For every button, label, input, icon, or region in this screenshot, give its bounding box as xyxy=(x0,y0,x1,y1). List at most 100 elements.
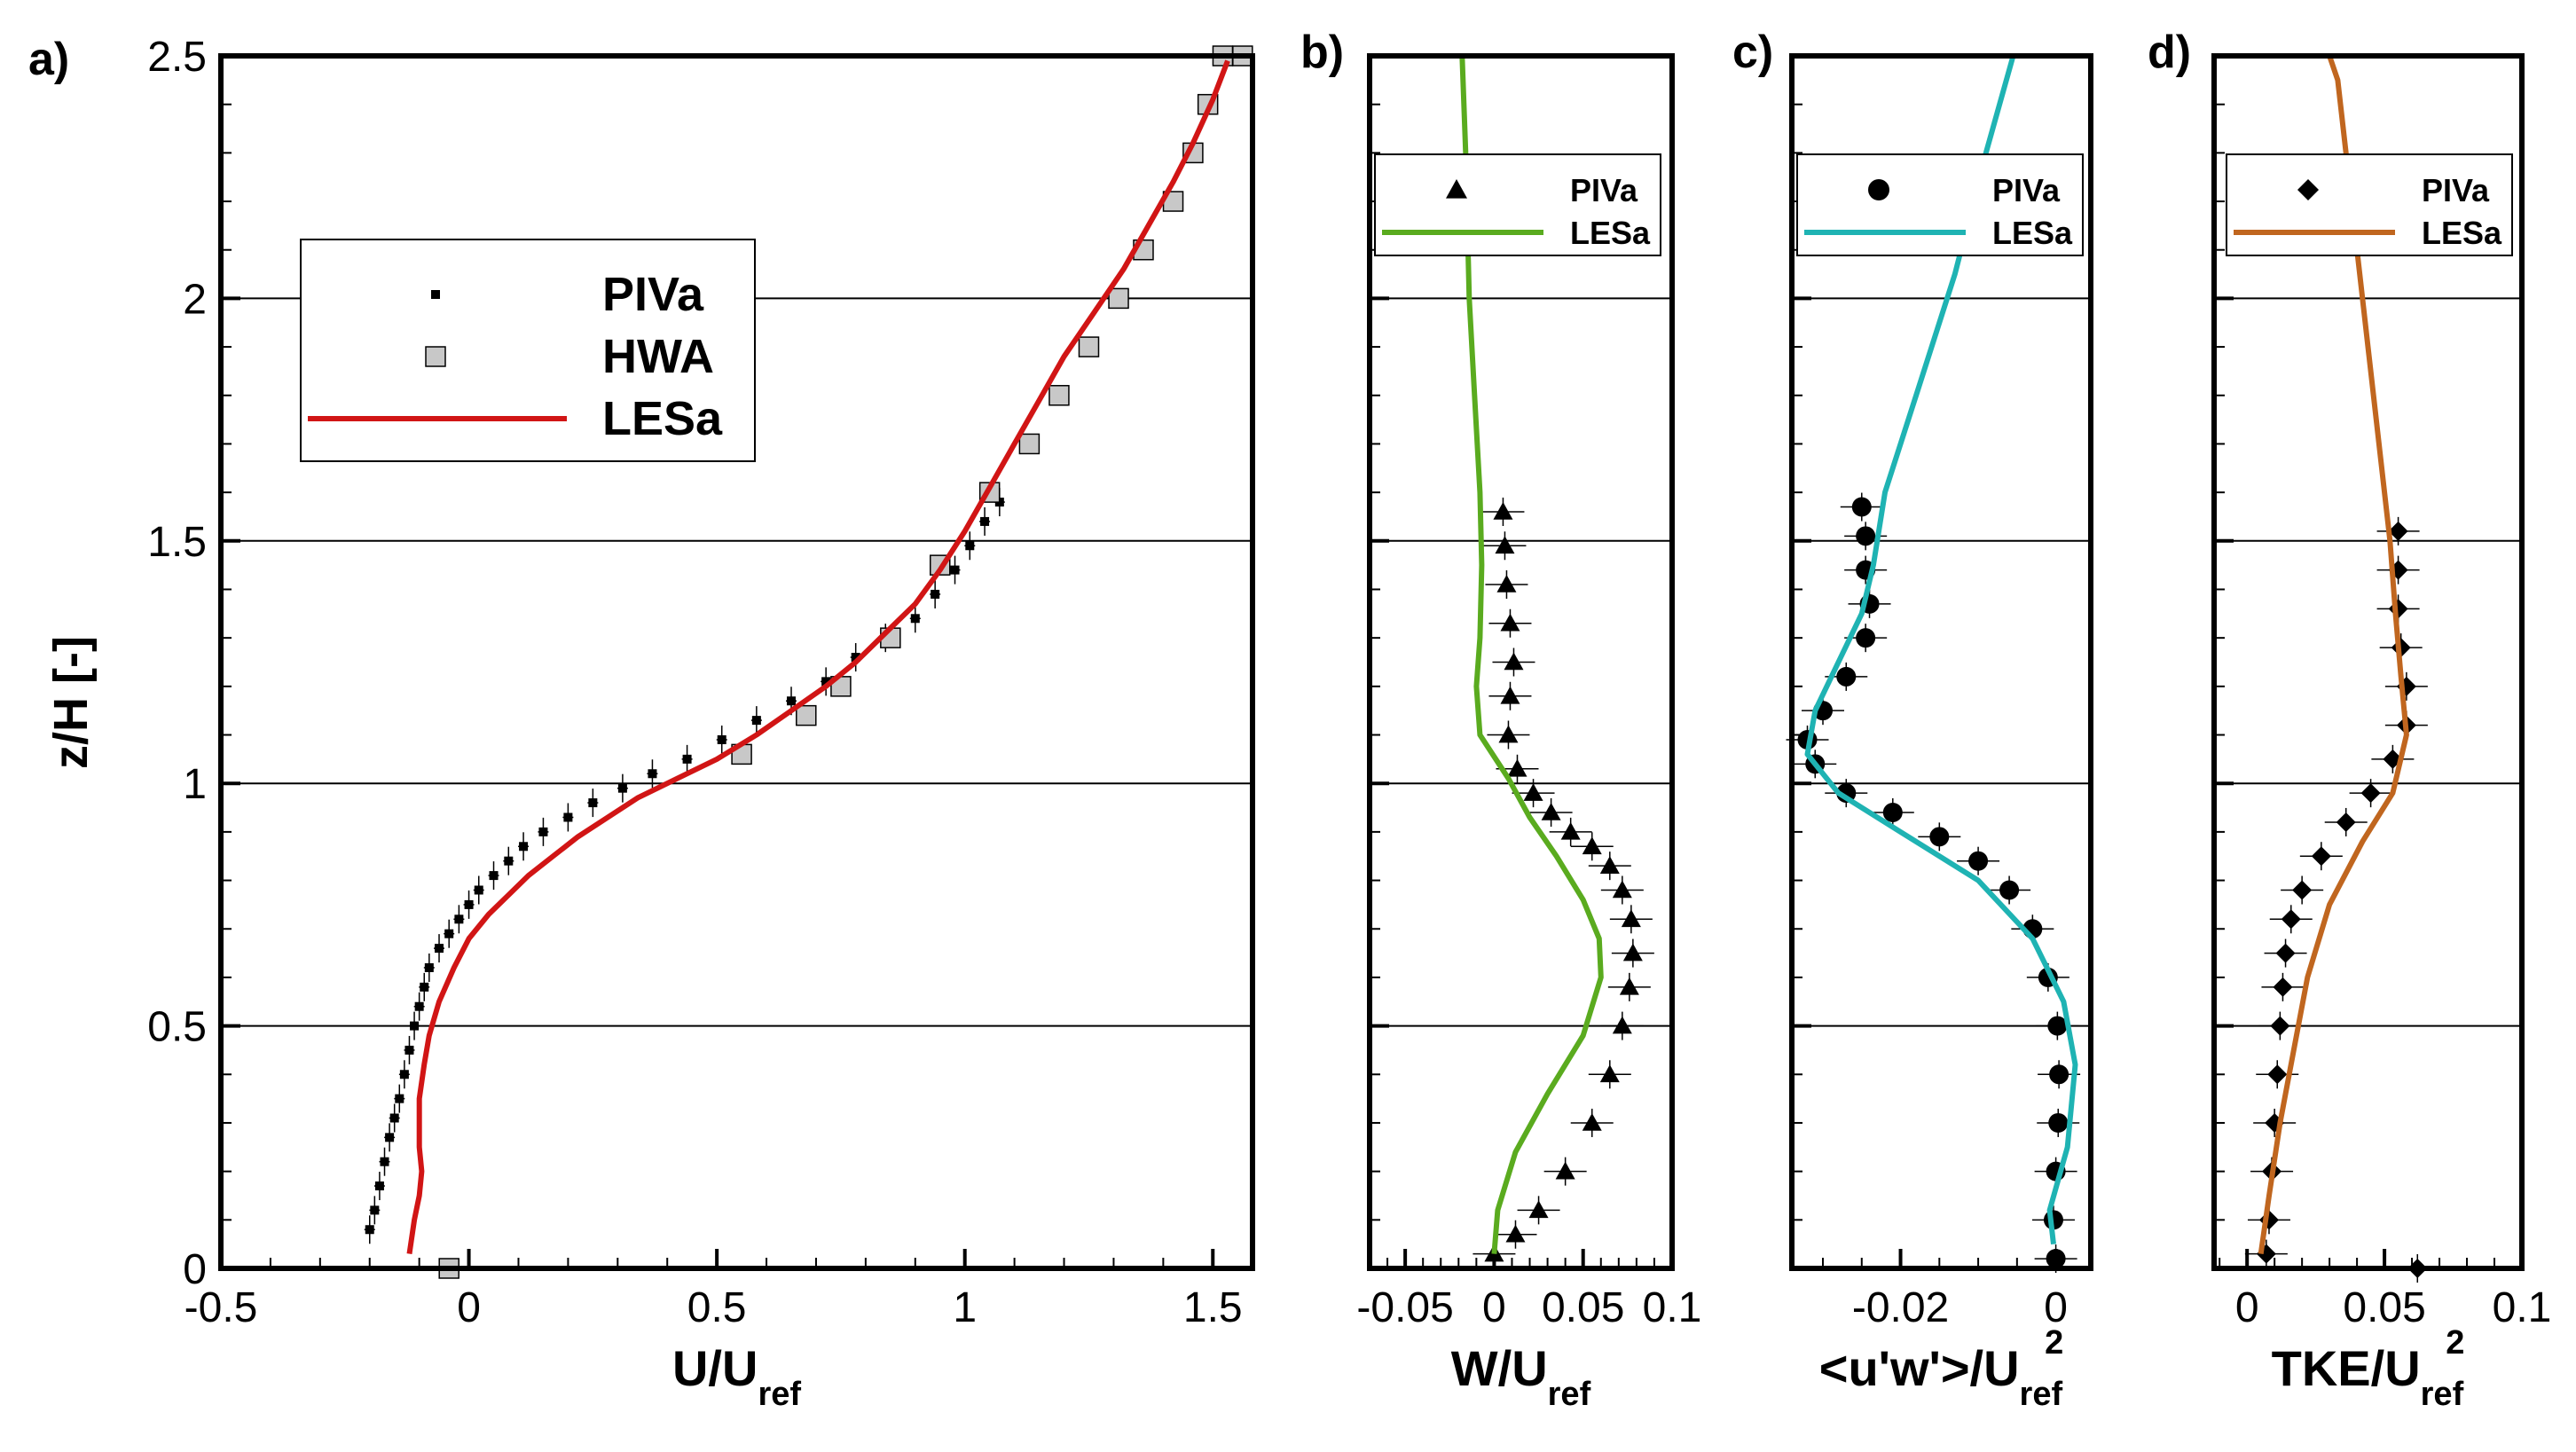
x-axis-label: U/Uref xyxy=(672,1340,801,1413)
data-point xyxy=(2336,812,2356,832)
data-point xyxy=(1612,880,1632,899)
legend-marker-PIVa xyxy=(1446,179,1467,199)
data-point xyxy=(2046,1249,2066,1269)
series-markers-PIVa xyxy=(364,488,1005,1244)
data-point xyxy=(1622,943,1643,961)
data-point xyxy=(370,1205,380,1215)
x-tick-label: 0.05 xyxy=(1542,1284,1624,1331)
data-point xyxy=(1496,575,1517,593)
data-point xyxy=(1851,497,1872,517)
y-tick-label: 1.5 xyxy=(147,519,207,566)
legend-marker-HWA xyxy=(425,346,446,367)
series-markers-HWA xyxy=(438,45,1253,1279)
panel-a: 00.511.522.5-0.5 0 0.5 1 1.5U/UrefPIVaHWALES… xyxy=(147,34,1255,1413)
legend-label-LESa: LESa xyxy=(602,392,723,445)
data-point xyxy=(1836,666,1857,687)
data-point xyxy=(682,754,692,764)
data-point xyxy=(454,914,464,924)
data-point xyxy=(965,541,975,551)
plot-frame xyxy=(2211,53,2525,1271)
legend-box xyxy=(1374,153,1661,256)
panel-b-label: b) xyxy=(1300,27,1344,78)
x-axis-label: TKE/Uref 2 xyxy=(2272,1324,2465,1413)
data-point xyxy=(2047,1016,2068,1036)
data-point xyxy=(2048,1112,2069,1133)
x-axis-label-main: U/U xyxy=(672,1340,758,1396)
legend-box xyxy=(2226,153,2513,256)
series-line-LESa xyxy=(406,59,1230,1255)
legend-marker-PIVa xyxy=(431,290,440,299)
data-point xyxy=(648,769,657,779)
data-point xyxy=(1528,1200,1549,1219)
legend-label-PIVa: PIVa xyxy=(1992,172,2061,208)
data-point xyxy=(2270,1016,2290,1036)
data-point xyxy=(519,842,529,852)
x-axis-label-sub: ref xyxy=(2421,1376,2464,1413)
data-point xyxy=(751,716,761,726)
data-point xyxy=(1500,613,1520,632)
legend-marker-PIVa xyxy=(1868,179,1889,200)
data-point xyxy=(2311,846,2331,867)
data-point xyxy=(950,565,960,575)
data-point xyxy=(796,704,817,726)
legend-marker-PIVa xyxy=(2297,179,2319,200)
y-axis-label: z/H [-] xyxy=(44,636,98,769)
data-point xyxy=(395,1094,404,1103)
data-point xyxy=(563,812,573,822)
data-point xyxy=(588,798,598,808)
data-point xyxy=(424,962,434,972)
data-point xyxy=(464,899,474,909)
data-point xyxy=(2267,1064,2288,1085)
data-point xyxy=(1505,1224,1526,1243)
x-tick-label: 0 xyxy=(1482,1284,1506,1331)
legend: PIVa HWA LESa xyxy=(300,239,756,462)
data-point xyxy=(1582,1112,1602,1131)
data-point xyxy=(399,1070,409,1079)
y-tick-label: 2 xyxy=(183,276,207,323)
y-tick-label: 0.5 xyxy=(147,1004,207,1051)
legend-label-LESa: LESa xyxy=(1992,215,2073,251)
data-point xyxy=(617,783,627,793)
data-point xyxy=(2049,1064,2069,1085)
data-point xyxy=(435,944,444,954)
x-tick-label: 1.5 xyxy=(1183,1284,1243,1331)
x-tick-label: 0 xyxy=(2044,1284,2068,1331)
x-axis-label-sub: ref xyxy=(758,1376,801,1413)
data-point xyxy=(1048,385,1070,406)
series-line-LESa xyxy=(1804,55,2078,1245)
legend-box xyxy=(1796,153,2084,256)
data-point xyxy=(504,856,514,866)
data-point xyxy=(1495,536,1515,554)
legend-label-LESa: LESa xyxy=(2422,215,2502,251)
data-point xyxy=(787,696,797,706)
data-point xyxy=(1582,836,1602,855)
data-point xyxy=(538,827,548,836)
legend-box xyxy=(300,239,756,462)
data-point xyxy=(1493,501,1513,520)
data-point xyxy=(2275,943,2296,963)
x-axis-label-main: W/U xyxy=(1451,1340,1548,1396)
data-point xyxy=(1108,287,1129,310)
data-point xyxy=(2292,880,2313,900)
plot-frame xyxy=(1367,53,1675,1271)
data-point xyxy=(1599,856,1620,874)
y-tick-label: 0 xyxy=(183,1246,207,1293)
plot-frame xyxy=(1789,53,2093,1271)
data-point xyxy=(1507,758,1528,777)
data-point xyxy=(1856,628,1876,648)
x-axis-label-main: <u'w'>/U xyxy=(1819,1340,2020,1396)
data-point xyxy=(1621,909,1641,928)
data-point xyxy=(474,885,483,895)
legend-label-PIVa: PIVa xyxy=(602,268,704,321)
data-point xyxy=(1929,827,1950,847)
data-point xyxy=(1882,803,1903,823)
data-point xyxy=(2360,783,2381,804)
panel-d: 0 0.05 0.1 TKE/Uref 2 PIVa LESa xyxy=(2211,53,2551,1413)
data-point xyxy=(404,1045,414,1055)
legend-label-PIVa: PIVa xyxy=(1570,172,1638,208)
x-axis-label-sub: ref xyxy=(2020,1376,2063,1413)
data-point xyxy=(385,1133,395,1142)
panel-a-label: a) xyxy=(28,34,69,85)
data-point xyxy=(1523,783,1543,801)
data-point xyxy=(931,589,940,599)
